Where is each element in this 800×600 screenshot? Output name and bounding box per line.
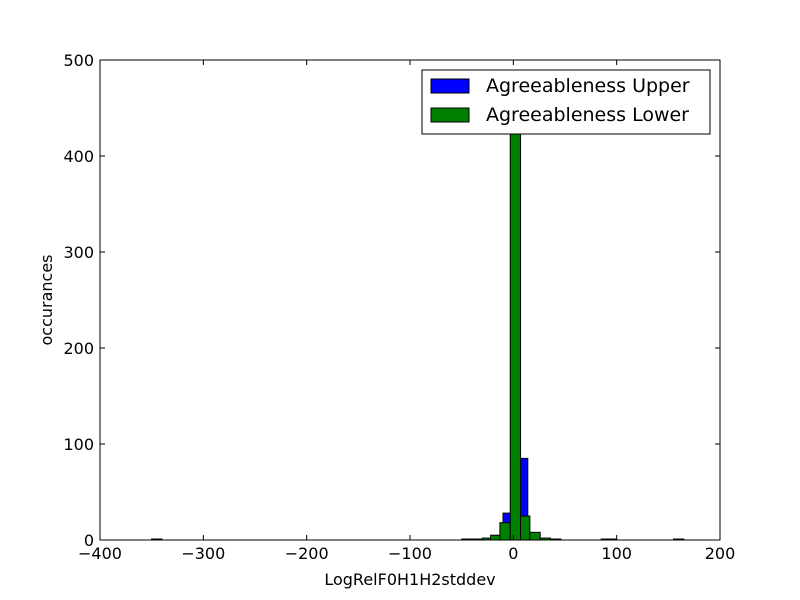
plot-frame [99, 59, 721, 541]
ticks-layer: −400 −300 −200 −100 0 100 200 0 100 200 300 400 500 [63, 51, 735, 563]
bar-series-1-bin-8 [529, 531, 541, 541]
y-tick-label-4: 400 [63, 147, 94, 166]
y-axis-label: occurances [37, 254, 56, 345]
legend-swatch-lower [430, 107, 470, 123]
y-tick-label-0: 0 [84, 531, 94, 550]
bar-series-1-bin-5 [499, 522, 511, 541]
x-axis-label: LogRelF0H1H2stddev [324, 570, 495, 589]
legend-label-upper: Agreeableness Upper [486, 75, 690, 97]
y-tick-label-3: 300 [63, 243, 94, 262]
legend-label-lower: Agreeableness Lower [486, 104, 689, 126]
plot-area [100, 60, 720, 540]
bar-series-1-bin-4 [490, 534, 501, 541]
y-tick-label-1: 100 [63, 435, 94, 454]
legend: Agreeableness Upper Agreeableness Lower [421, 69, 711, 135]
bar-series-1-bin-6 [509, 126, 522, 541]
x-tick-label-2: −200 [285, 544, 329, 563]
x-tick-label-3: −100 [388, 544, 432, 563]
y-tick-label-5: 500 [63, 51, 94, 70]
bar-series-1-bin-7 [520, 515, 531, 541]
legend-swatch-upper [430, 78, 470, 94]
y-tick-label-2: 200 [63, 339, 94, 358]
x-tick-label-5: 100 [601, 544, 632, 563]
x-tick-label-6: 200 [705, 544, 736, 563]
x-tick-label-0: −400 [78, 544, 122, 563]
x-tick-label-4: 0 [508, 544, 518, 563]
x-tick-label-1: −300 [181, 544, 225, 563]
legend-box [421, 69, 711, 135]
